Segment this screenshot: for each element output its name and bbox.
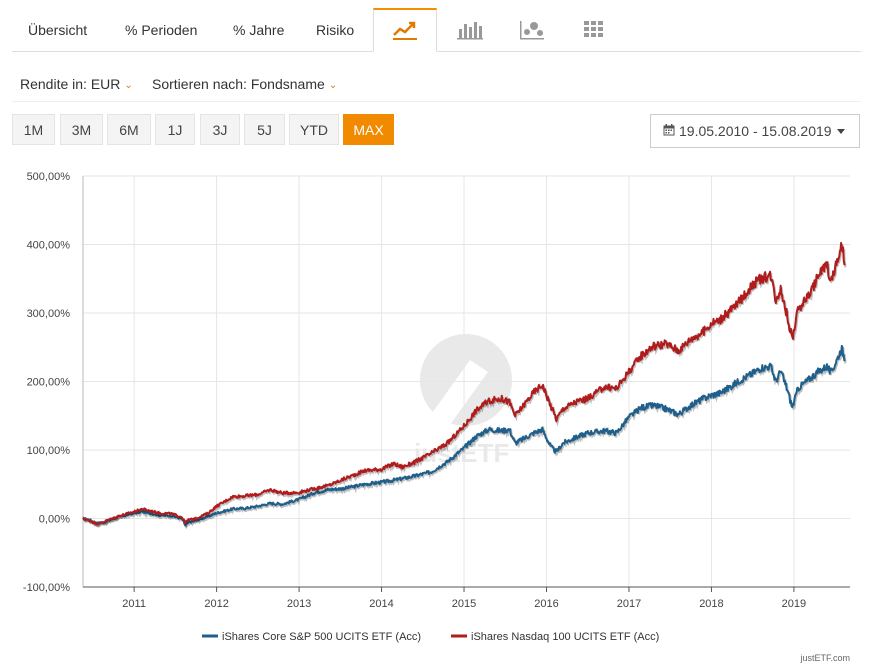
sort-dropdown[interactable]: Sortieren nach: Fondsname ⌄ — [152, 53, 337, 118]
x-tick-label: 2011 — [122, 598, 146, 610]
credit-label: justETF.com — [799, 653, 850, 663]
x-tick-label: 2016 — [534, 598, 558, 610]
x-tick-label: 2014 — [369, 598, 393, 610]
y-tick-label: 400,00% — [27, 240, 71, 252]
scatter-chart-icon — [520, 21, 544, 40]
x-tick-label: 2018 — [699, 598, 723, 610]
caret-down-icon — [836, 128, 845, 134]
tab-line-chart[interactable] — [373, 8, 437, 52]
period-button-3j[interactable]: 3J — [200, 114, 240, 145]
currency-dropdown-label: Rendite in: EUR — [20, 76, 121, 92]
tab-jahre[interactable]: % Jahre — [233, 22, 285, 38]
legend-label: iShares Core S&P 500 UCITS ETF (Acc) — [222, 631, 421, 643]
y-tick-label: -100,00% — [23, 582, 70, 594]
tab-scatter-chart[interactable] — [501, 9, 563, 51]
period-button-1j[interactable]: 1J — [155, 114, 195, 145]
x-tick-label: 2017 — [617, 598, 641, 610]
series-line-sp500[interactable] — [82, 344, 846, 527]
performance-chart: justETF 500,00% 400,00% 300,00% 200,00% 100,… — [23, 171, 850, 663]
legend-item-nasdaq100[interactable]: iShares Nasdaq 100 UCITS ETF (Acc) — [451, 631, 659, 643]
period-button-3m[interactable]: 3M — [60, 114, 103, 145]
legend-label: iShares Nasdaq 100 UCITS ETF (Acc) — [471, 631, 659, 643]
legend-item-sp500[interactable]: iShares Core S&P 500 UCITS ETF (Acc) — [202, 631, 421, 643]
filter-bar: Rendite in: EUR ⌄ Sortieren nach: Fondsna… — [12, 53, 861, 102]
tab-bar-chart[interactable] — [439, 9, 501, 51]
y-tick-label: 500,00% — [27, 171, 71, 183]
series-line-shadow — [83, 346, 847, 530]
bar-chart-icon — [457, 22, 483, 40]
period-button-1m[interactable]: 1M — [12, 114, 55, 145]
x-tick-label: 2019 — [782, 598, 806, 610]
y-tick-label: 100,00% — [27, 445, 71, 457]
y-tick-label: 200,00% — [27, 377, 71, 389]
currency-dropdown[interactable]: Rendite in: EUR ⌄ — [20, 53, 133, 118]
series-line-nasdaq100[interactable] — [82, 241, 846, 526]
watermark-text: justETF — [413, 438, 509, 468]
period-button-6m[interactable]: 6M — [107, 114, 151, 145]
chevron-down-icon: ⌄ — [328, 80, 338, 91]
date-range-label: 19.05.2010 - 15.08.2019 — [679, 123, 832, 139]
x-tick-label: 2015 — [452, 598, 476, 610]
x-tick-label: 2012 — [204, 598, 228, 610]
period-button-5j[interactable]: 5J — [244, 114, 285, 145]
chart-tab-bar: Übersicht % Perioden % Jahre Risiko — [12, 8, 861, 52]
grid-chart-icon — [584, 21, 603, 37]
period-button-max[interactable]: MAX — [343, 114, 394, 145]
y-tick-label: 300,00% — [27, 308, 71, 320]
tab-uebersicht[interactable]: Übersicht — [28, 22, 88, 38]
tab-risiko[interactable]: Risiko — [316, 22, 355, 38]
y-tick-label: 0,00% — [39, 514, 70, 526]
line-chart-icon — [393, 21, 417, 40]
tab-perioden[interactable]: % Perioden — [125, 22, 198, 38]
calendar-icon — [663, 124, 675, 136]
date-range-picker[interactable]: 19.05.2010 - 15.08.2019 — [650, 114, 860, 148]
chevron-down-icon: ⌄ — [124, 80, 133, 91]
period-button-ytd[interactable]: YTD — [289, 114, 339, 145]
sort-dropdown-label: Sortieren nach: Fondsname — [152, 76, 325, 92]
tab-grid-chart[interactable] — [564, 9, 626, 51]
x-tick-label: 2013 — [287, 598, 311, 610]
